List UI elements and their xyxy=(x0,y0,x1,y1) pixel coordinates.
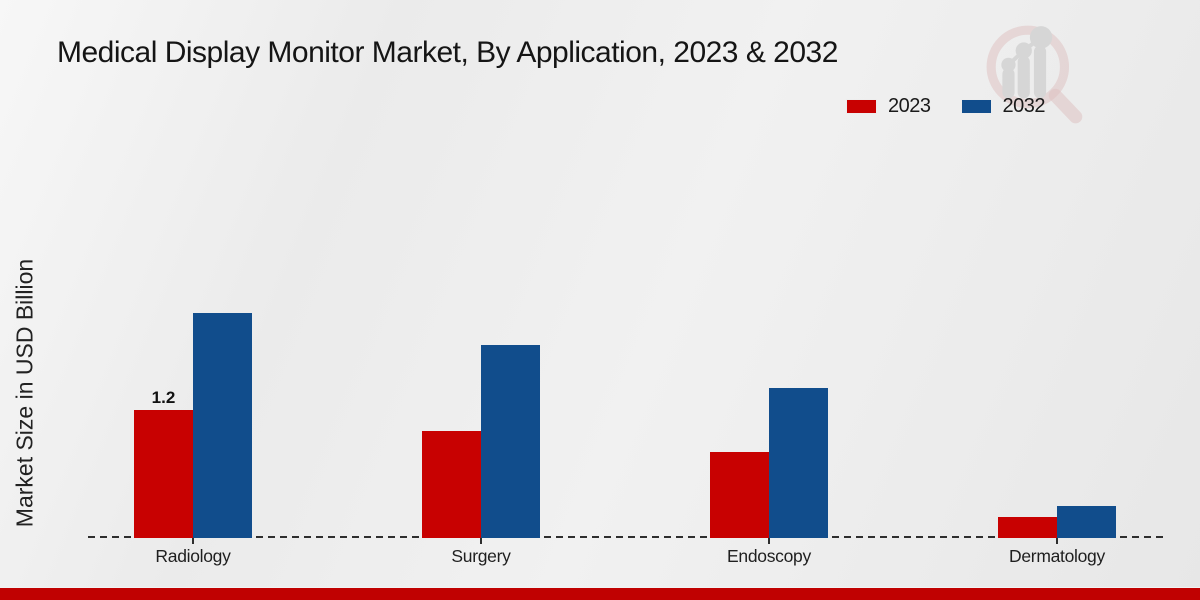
chart-title: Medical Display Monitor Market, By Appli… xyxy=(57,36,838,69)
legend-swatch-2023 xyxy=(846,99,877,114)
bar-2023-surgery xyxy=(422,431,481,538)
legend: 2023 2032 xyxy=(846,95,1045,118)
axis-tick-endoscopy xyxy=(768,538,770,544)
bar-value-label-2023-radiology: 1.2 xyxy=(151,388,176,407)
category-label-radiology: Radiology xyxy=(155,546,231,566)
category-label-surgery: Surgery xyxy=(451,546,511,566)
magnifier-growth-chart-logo-icon xyxy=(986,25,1083,124)
bar-2023-dermatology xyxy=(998,517,1057,538)
bar-2023-radiology xyxy=(134,410,193,538)
axis-tick-radiology xyxy=(192,538,194,544)
bar-2032-endoscopy xyxy=(769,388,828,538)
bar-2032-radiology xyxy=(193,313,252,538)
axis-tick-dermatology xyxy=(1056,538,1058,544)
bar-2023-endoscopy xyxy=(710,452,769,538)
legend-label-2032: 2032 xyxy=(1002,95,1046,117)
legend-swatch-2032 xyxy=(960,99,992,114)
category-label-dermatology: Dermatology xyxy=(1009,546,1105,566)
category-label-endoscopy: Endoscopy xyxy=(727,546,811,566)
bar-2032-dermatology xyxy=(1057,506,1116,538)
axis-tick-surgery xyxy=(480,538,482,544)
x-axis-baseline xyxy=(88,536,1165,538)
legend-item-2023: 2023 xyxy=(846,95,931,118)
bar-2032-surgery xyxy=(481,345,540,538)
bottom-accent-bar xyxy=(0,587,1200,600)
legend-item-2032: 2032 xyxy=(960,95,1046,118)
legend-label-2023: 2023 xyxy=(888,95,931,117)
